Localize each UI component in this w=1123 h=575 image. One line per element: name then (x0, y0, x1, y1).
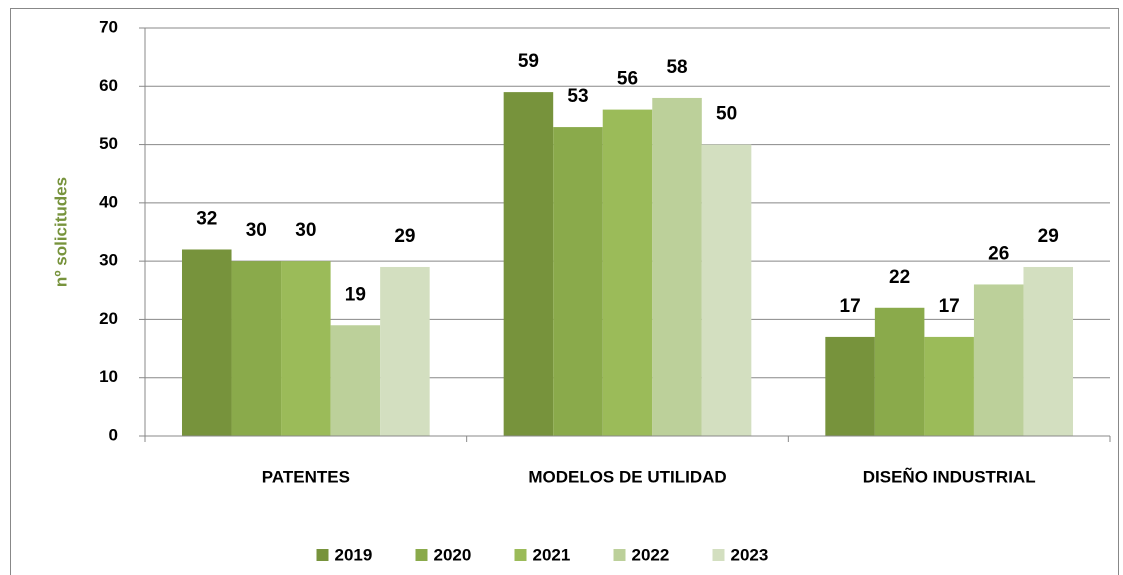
legend-swatch (415, 549, 428, 561)
data-label: 32 (196, 209, 217, 230)
data-label: 19 (345, 284, 366, 305)
y-tick-label: 70 (99, 17, 118, 36)
legend-label: 2021 (533, 545, 571, 564)
legend-swatch (613, 549, 626, 561)
x-tick-label: DISEÑO INDUSTRIAL (863, 466, 1036, 486)
data-label: 26 (988, 243, 1009, 264)
y-axis-label: nº solicitudes (51, 177, 70, 287)
legend-swatch (712, 549, 725, 561)
data-label: 17 (840, 296, 861, 317)
data-label: 29 (394, 226, 415, 247)
bar (181, 249, 232, 436)
y-tick-label: 0 (109, 425, 118, 444)
bar (380, 266, 430, 436)
bar (503, 92, 554, 436)
legend-label: 2019 (335, 545, 373, 564)
y-tick-label: 60 (99, 76, 118, 95)
data-label: 22 (889, 267, 910, 288)
y-tick-label: 30 (99, 251, 118, 270)
data-label: 29 (1038, 226, 1059, 247)
legend-label: 2020 (434, 545, 472, 564)
data-label: 56 (617, 69, 638, 90)
y-tick-label: 50 (99, 134, 118, 153)
bar (973, 284, 1024, 436)
data-label: 53 (567, 86, 588, 107)
data-label: 58 (666, 57, 687, 78)
x-tick-label: PATENTES (262, 467, 350, 486)
legend-label: 2022 (632, 545, 670, 564)
data-label: 30 (246, 220, 267, 241)
data-label: 50 (716, 104, 737, 125)
y-tick-label: 40 (99, 192, 118, 211)
x-tick-label: MODELOS DE UTILIDAD (528, 467, 726, 486)
y-tick-label: 10 (99, 367, 118, 386)
bar (825, 336, 875, 436)
bar (330, 325, 381, 436)
bar (701, 144, 752, 437)
data-label: 17 (939, 296, 960, 317)
legend-label: 2023 (731, 545, 769, 564)
bar (652, 97, 702, 436)
data-label: 59 (518, 51, 539, 72)
bar (281, 261, 331, 436)
legend-swatch (316, 549, 329, 561)
bar (874, 307, 925, 436)
legend-swatch (514, 549, 527, 561)
y-tick-label: 20 (99, 309, 118, 328)
bar (924, 336, 974, 436)
data-label: 30 (295, 220, 316, 241)
bar (602, 109, 653, 436)
bar (553, 127, 603, 436)
bar (231, 261, 282, 436)
bar (1023, 266, 1074, 436)
